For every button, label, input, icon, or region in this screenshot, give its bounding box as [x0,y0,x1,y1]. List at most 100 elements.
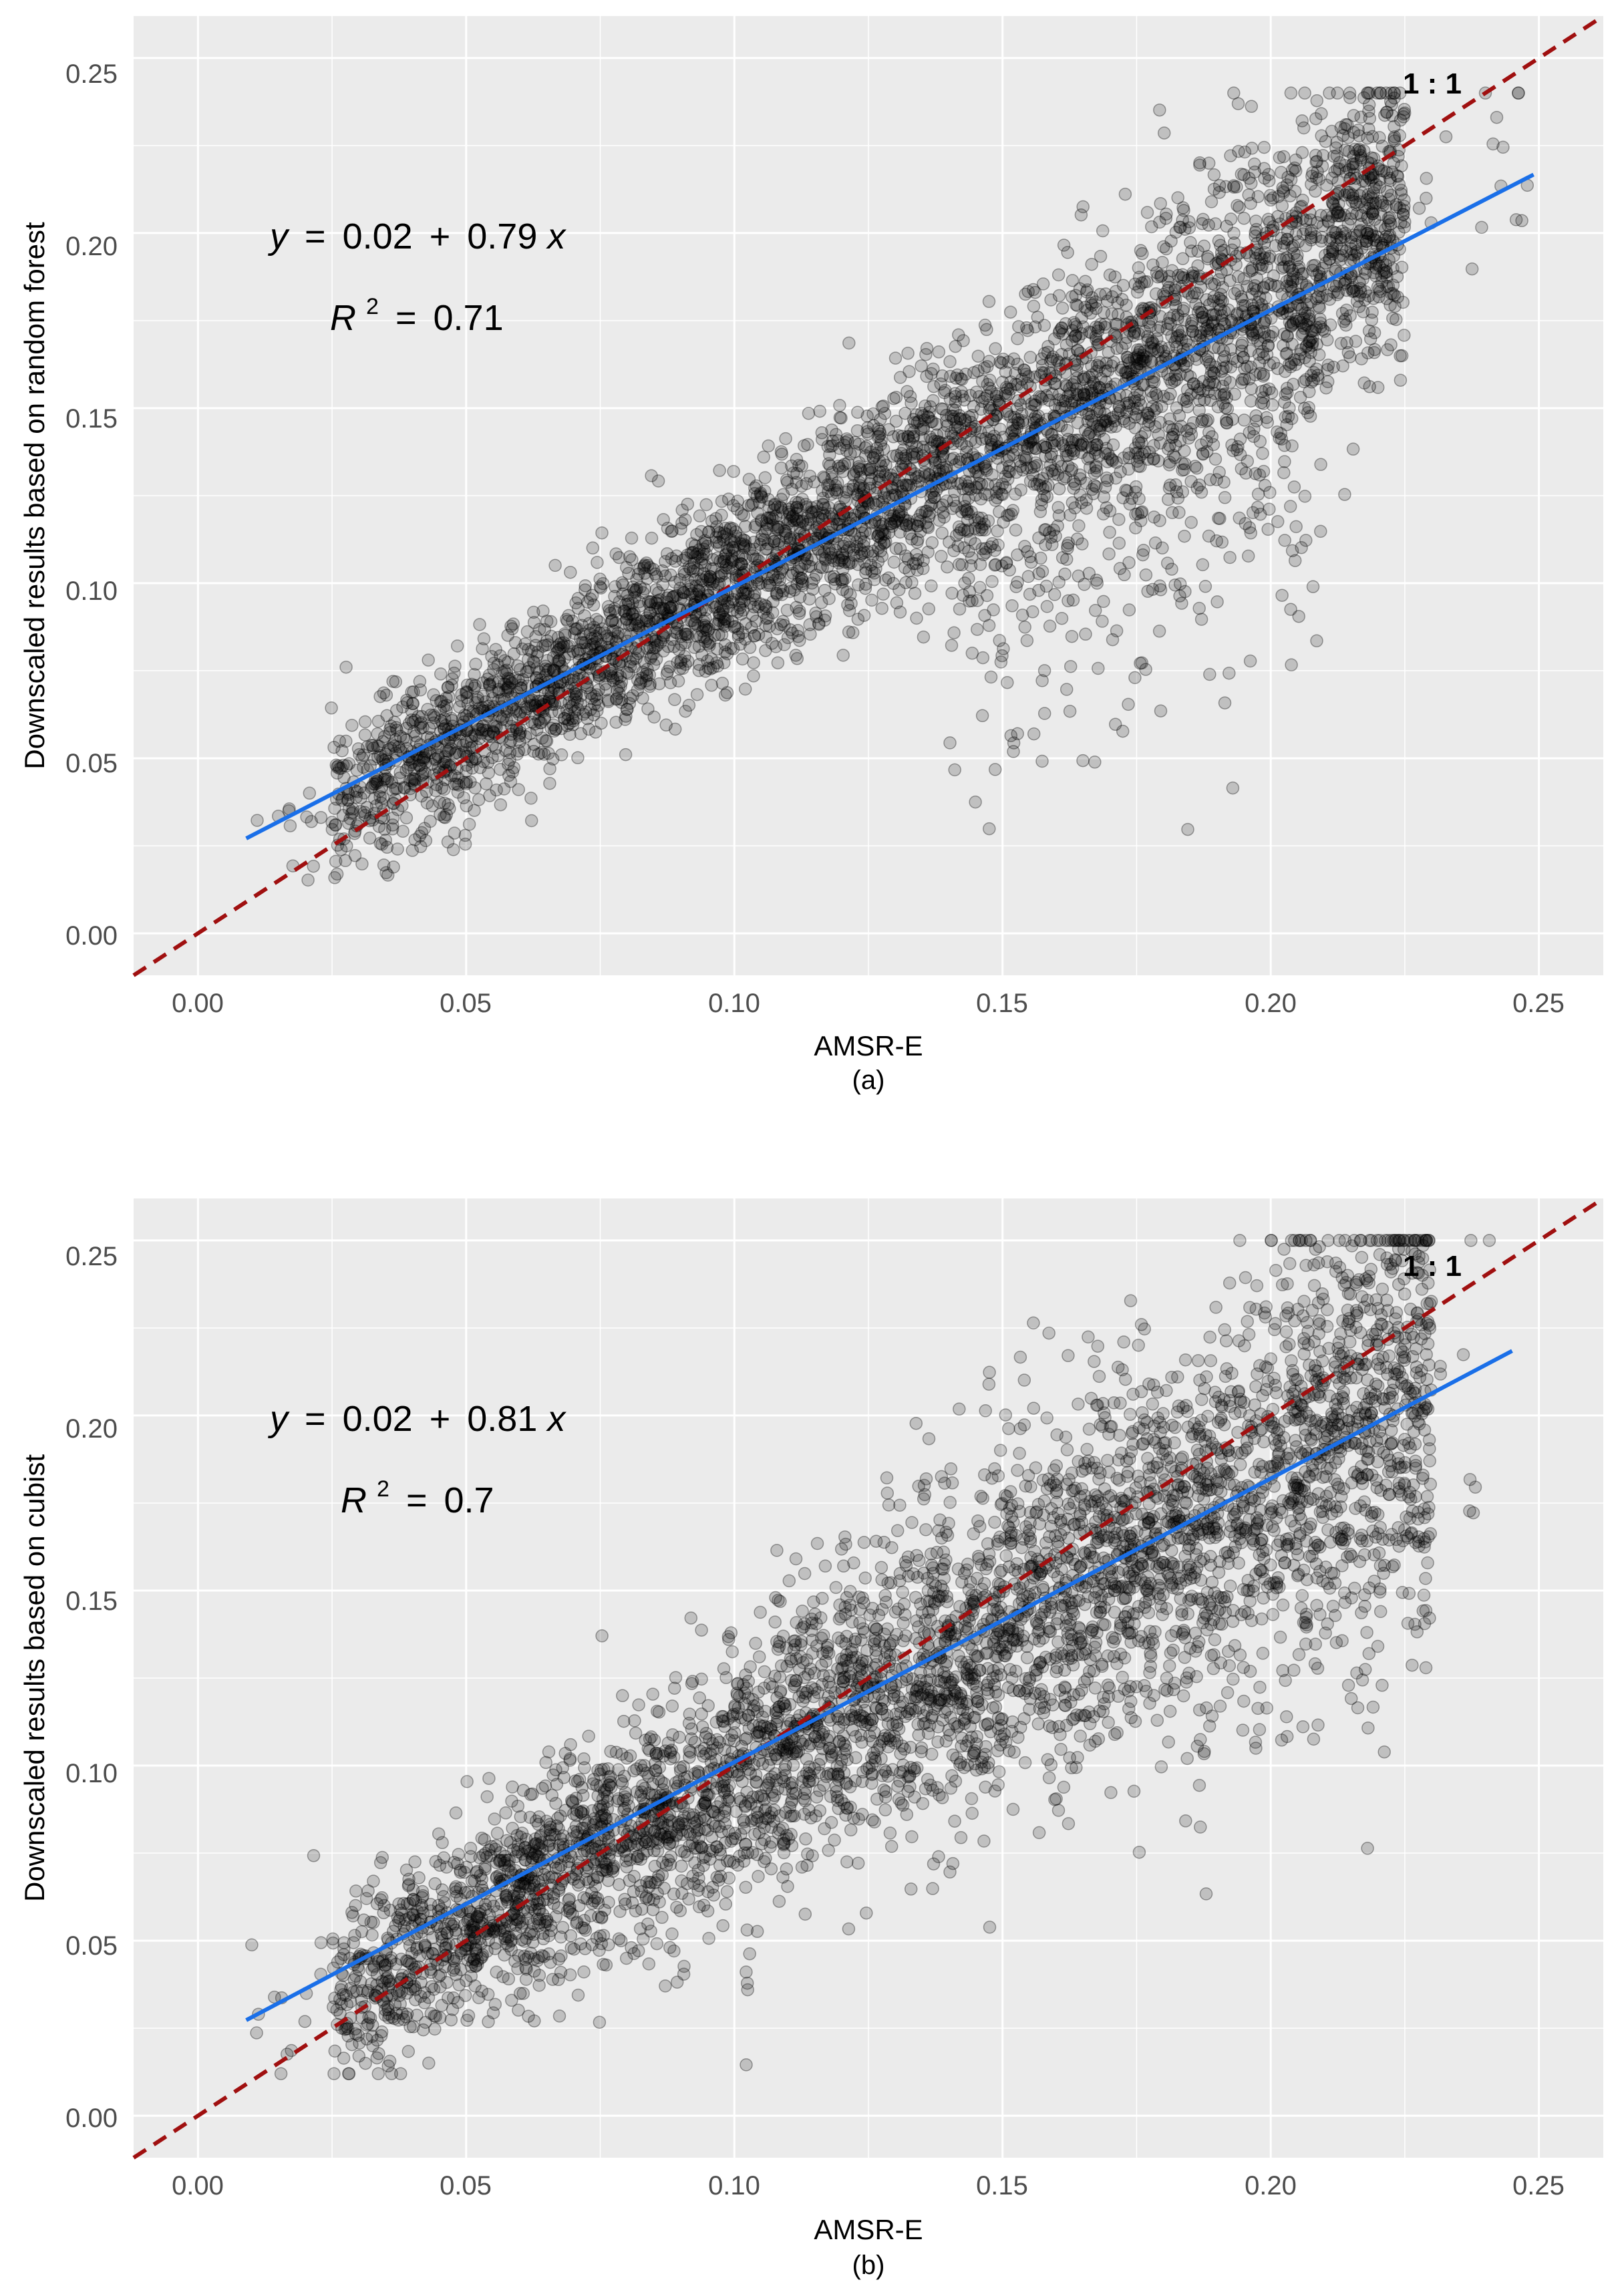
scatter-point [706,552,719,566]
scatter-point [980,589,994,603]
scatter-point [1259,291,1273,305]
scatter-point [1122,697,1135,711]
scatter-point [957,523,971,537]
scatter-point [982,488,995,502]
scatter-point [1261,522,1275,536]
scatter-point [1295,540,1308,554]
scatter-point [497,782,511,796]
scatter-point [595,716,608,730]
scatter-point [1090,359,1104,372]
scatter-point [1007,352,1021,366]
scatter-point [1306,259,1320,273]
scatter-point [473,618,486,631]
scatter-point [989,494,1002,507]
panel-a-y-tick-label: 0.10 [65,577,118,606]
scatter-point [886,450,900,463]
scatter-point [1397,108,1410,121]
scatter-point [697,619,711,632]
scatter-point [391,842,404,856]
scatter-point [1181,822,1194,836]
scatter-point [1327,360,1340,374]
scatter-point [1080,283,1094,297]
scatter-point [1106,411,1120,424]
scatter-point [1135,436,1148,450]
scatter-point [1186,377,1200,391]
scatter-point [341,794,355,807]
scatter-point [794,571,808,585]
scatter-point [251,814,264,827]
scatter-point [566,645,580,658]
scatter-point [1395,349,1409,363]
scatter-point [1177,463,1191,476]
scatter-point [1230,443,1244,456]
scatter-point [1395,261,1409,274]
scatter-point [1035,359,1049,372]
scatter-point [659,554,672,568]
scatter-point [1185,269,1199,283]
scatter-point [1232,144,1245,158]
scatter-point [945,639,959,652]
scatter-point [757,450,770,464]
scatter-point [1105,307,1119,321]
scatter-point [1019,451,1033,465]
scatter-point [871,446,884,460]
scatter-point [1439,130,1453,144]
scatter-point [325,701,338,715]
scatter-point [1094,371,1108,385]
scatter-point [836,575,849,589]
scatter-point [1125,492,1139,505]
scatter-point [1293,347,1307,361]
scatter-point [948,763,961,777]
scatter-point [919,1523,933,1536]
scatter-point [1256,446,1269,460]
scatter-point [1388,130,1402,144]
scatter-point [630,583,643,596]
scatter-point [1146,1398,1160,1411]
scatter-point [1360,193,1373,206]
scatter-point [1231,97,1245,110]
scatter-point [1122,399,1136,412]
scatter-point [1293,390,1307,404]
scatter-point [1113,400,1126,414]
scatter-point [1365,151,1378,165]
scatter-point [1245,382,1259,395]
scatter-point [964,434,978,448]
scatter-point [363,759,377,773]
scatter-point [407,725,421,739]
scatter-point [587,598,601,612]
scatter-point [988,544,1001,557]
scatter-point [427,716,440,729]
scatter-point [1289,357,1303,371]
scatter-point [571,751,585,765]
scatter-point [701,573,715,587]
scatter-point [463,704,477,718]
scatter-point [1420,172,1433,185]
scatter-point [1207,168,1221,182]
scatter-point [897,432,910,446]
scatter-point [1139,350,1153,364]
scatter-point [1219,401,1233,414]
scatter-point [609,547,623,560]
scatter-point [913,514,927,528]
scatter-point [847,468,860,481]
scatter-point [330,867,344,881]
scatter-point [671,674,685,688]
scatter-point [1178,444,1191,458]
scatter-point [770,587,784,600]
scatter-point [1157,345,1170,358]
scatter-point [857,535,871,548]
scatter-point [1140,406,1154,420]
scatter-point [695,524,708,538]
scatter-point [718,566,732,581]
scatter-point [1345,194,1359,208]
scatter-point [552,705,566,719]
scatter-point [1035,754,1049,768]
panel-a-y-tick-label: 0.00 [65,921,118,951]
scatter-point [1047,588,1062,601]
scatter-point [1166,428,1180,441]
scatter-point [790,564,804,578]
scatter-point [993,505,1006,518]
scatter-point [668,693,681,706]
scatter-point [361,740,374,754]
scatter-point [1152,428,1165,442]
